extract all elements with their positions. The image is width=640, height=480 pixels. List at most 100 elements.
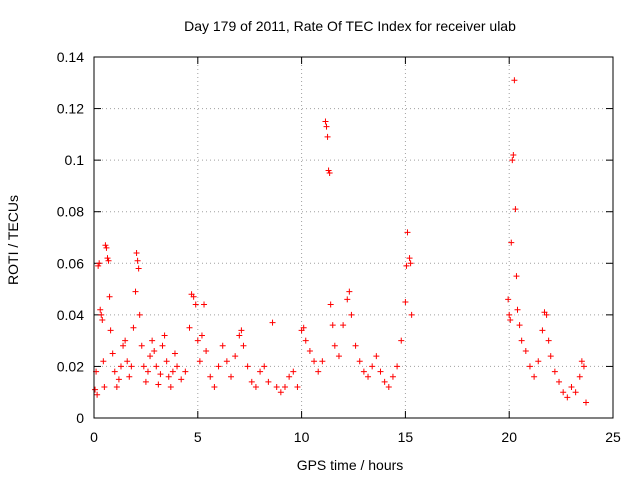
y-tick-label: 0.12 (57, 101, 84, 117)
data-point (99, 317, 106, 324)
x-tick-label: 0 (90, 429, 98, 445)
data-point (324, 133, 331, 140)
data-point (232, 353, 239, 360)
data-point (404, 229, 411, 236)
data-point (244, 363, 251, 370)
data-point (506, 311, 513, 318)
grid (94, 57, 613, 418)
plot-frame (93, 56, 614, 419)
data-point (547, 353, 554, 360)
data-point (124, 358, 131, 365)
data-point (583, 399, 590, 406)
data-point (157, 371, 164, 378)
data-point (122, 337, 129, 344)
data-point (265, 378, 272, 385)
data-point (252, 384, 259, 391)
data-point (194, 337, 201, 344)
data-point (377, 368, 384, 375)
y-tick-label: 0.06 (57, 255, 84, 271)
data-point (196, 358, 203, 365)
data-point (201, 301, 208, 308)
y-tick-label: 0 (76, 410, 84, 426)
data-point (510, 151, 517, 158)
axis-ticks: 0 0.02 0.04 0.06 0.08 0.1 0.12 0.14 0 5 10 15 20 25 (57, 49, 621, 445)
data-point (580, 363, 587, 370)
data-point (236, 332, 243, 339)
data-point (219, 342, 226, 349)
data-point (105, 257, 112, 264)
data-point (403, 262, 410, 269)
data-point (178, 376, 185, 383)
data-point (545, 337, 552, 344)
data-point (535, 358, 542, 365)
data-point (508, 239, 515, 246)
data-point (151, 347, 158, 354)
data-point (159, 342, 166, 349)
data-point (126, 373, 133, 380)
data-point (269, 319, 276, 326)
chart-title: Day 179 of 2011, Rate Of TEC Index for r… (184, 18, 516, 34)
y-tick-label: 0.04 (57, 307, 84, 323)
data-point (109, 350, 116, 357)
data-point (104, 255, 111, 262)
data-point (98, 311, 105, 318)
data-point (147, 353, 154, 360)
data-point (100, 358, 107, 365)
data-point (107, 327, 114, 334)
data-point (543, 311, 550, 318)
data-point (149, 337, 156, 344)
data-point (356, 358, 363, 365)
data-point (257, 368, 264, 375)
data-point (203, 347, 210, 354)
data-point (531, 373, 538, 380)
data-point (248, 378, 255, 385)
x-tick-label: 25 (605, 429, 621, 445)
data-point (133, 249, 140, 256)
data-point (155, 381, 162, 388)
data-point (163, 358, 170, 365)
y-axis-label: ROTI / TECUs (5, 195, 21, 285)
data-point (551, 368, 558, 375)
y-tick-label: 0.1 (65, 152, 85, 168)
data-point (94, 391, 101, 398)
data-point (335, 353, 342, 360)
data-point (507, 317, 514, 324)
data-point (346, 288, 353, 295)
data-point (96, 260, 103, 267)
data-point (211, 384, 218, 391)
data-point (169, 368, 176, 375)
data-point (578, 358, 585, 365)
data-point (369, 363, 376, 370)
data-point (134, 257, 141, 264)
data-point (138, 342, 145, 349)
data-point (174, 363, 181, 370)
x-tick-label: 10 (294, 429, 310, 445)
data-point (281, 384, 288, 391)
data-point (325, 167, 332, 174)
data-point (120, 342, 127, 349)
data-point (408, 311, 415, 318)
data-point (261, 363, 268, 370)
data-point (128, 363, 135, 370)
data-point (518, 337, 525, 344)
data-point (101, 384, 108, 391)
data-point (165, 373, 172, 380)
data-points (92, 77, 590, 406)
data-point (389, 373, 396, 380)
x-tick-label: 20 (501, 429, 517, 445)
data-point (348, 311, 355, 318)
data-point (329, 322, 336, 329)
data-point (522, 347, 529, 354)
data-point (102, 242, 109, 249)
data-point (132, 288, 139, 295)
data-point (505, 296, 512, 303)
data-point (153, 363, 160, 370)
data-point (142, 378, 149, 385)
data-point (207, 373, 214, 380)
data-point (167, 384, 174, 391)
y-tick-label: 0.08 (57, 204, 84, 220)
data-point (277, 389, 284, 396)
data-point (198, 332, 205, 339)
data-point (238, 327, 245, 334)
